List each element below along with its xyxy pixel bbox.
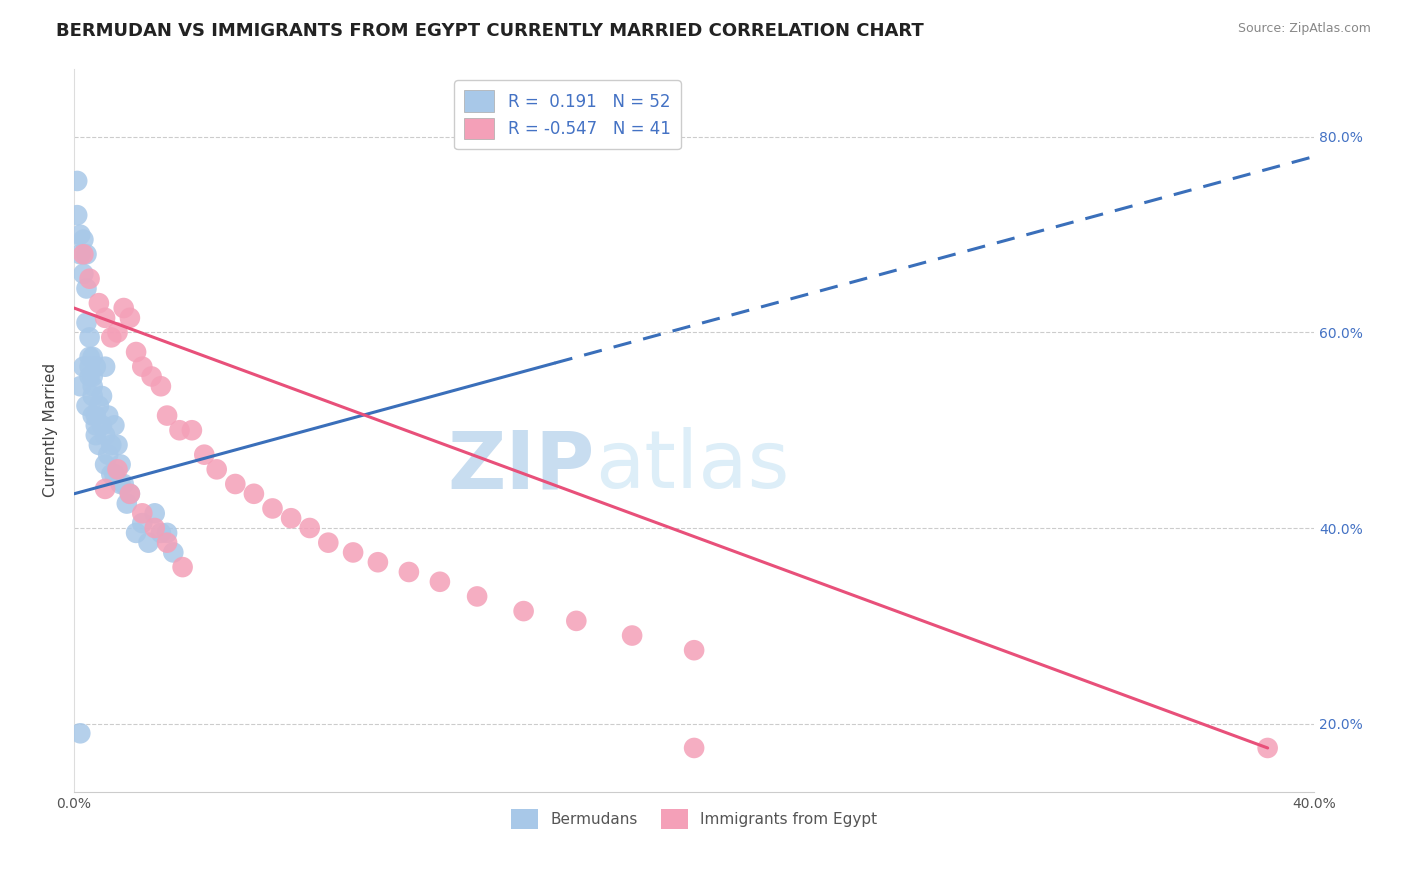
Point — [82, 389, 104, 403]
Point — [398, 565, 420, 579]
Point — [72, 359, 94, 374]
Point — [141, 369, 163, 384]
Point — [131, 359, 153, 374]
Point — [156, 409, 179, 423]
Point — [79, 271, 101, 285]
Point — [100, 330, 122, 344]
Point — [162, 545, 184, 559]
Point — [125, 345, 148, 359]
Point — [103, 418, 125, 433]
Text: Source: ZipAtlas.com: Source: ZipAtlas.com — [1237, 22, 1371, 36]
Text: BERMUDAN VS IMMIGRANTS FROM EGYPT CURRENTLY MARRIED CORRELATION CHART: BERMUDAN VS IMMIGRANTS FROM EGYPT CURREN… — [56, 22, 924, 40]
Point — [143, 506, 166, 520]
Point — [172, 560, 194, 574]
Point — [91, 418, 114, 433]
Point — [683, 643, 706, 657]
Point — [94, 482, 117, 496]
Point — [69, 247, 91, 261]
Point — [84, 428, 107, 442]
Point — [169, 423, 191, 437]
Text: atlas: atlas — [595, 427, 789, 506]
Point — [69, 726, 91, 740]
Point — [82, 350, 104, 364]
Point — [76, 316, 98, 330]
Point — [100, 438, 122, 452]
Point — [110, 458, 132, 472]
Point — [84, 409, 107, 423]
Point — [143, 521, 166, 535]
Point — [87, 399, 110, 413]
Point — [118, 487, 141, 501]
Point — [565, 614, 588, 628]
Point — [429, 574, 451, 589]
Point — [149, 379, 172, 393]
Point — [262, 501, 284, 516]
Point — [621, 628, 644, 642]
Point — [118, 310, 141, 325]
Point — [82, 379, 104, 393]
Y-axis label: Currently Married: Currently Married — [44, 363, 58, 498]
Point — [298, 521, 321, 535]
Point — [97, 409, 120, 423]
Point — [465, 590, 488, 604]
Point — [87, 438, 110, 452]
Point — [125, 525, 148, 540]
Point — [66, 174, 89, 188]
Point — [180, 423, 202, 437]
Point — [1257, 741, 1279, 756]
Point — [683, 741, 706, 756]
Point — [131, 516, 153, 530]
Point — [69, 379, 91, 393]
Point — [205, 462, 228, 476]
Point — [156, 525, 179, 540]
Point — [91, 389, 114, 403]
Point — [79, 350, 101, 364]
Point — [138, 535, 160, 549]
Point — [193, 448, 215, 462]
Point — [76, 247, 98, 261]
Point — [66, 208, 89, 222]
Point — [76, 281, 98, 295]
Point — [115, 497, 138, 511]
Point — [84, 418, 107, 433]
Point — [100, 467, 122, 482]
Point — [112, 301, 135, 315]
Point — [94, 359, 117, 374]
Point — [342, 545, 364, 559]
Point — [76, 399, 98, 413]
Point — [243, 487, 266, 501]
Point — [79, 330, 101, 344]
Point — [72, 247, 94, 261]
Point — [107, 438, 129, 452]
Point — [131, 506, 153, 520]
Point — [107, 462, 129, 476]
Point — [82, 409, 104, 423]
Point — [103, 467, 125, 482]
Point — [94, 458, 117, 472]
Point — [79, 369, 101, 384]
Point — [110, 477, 132, 491]
Point — [156, 535, 179, 549]
Point — [112, 477, 135, 491]
Point — [367, 555, 389, 569]
Point — [318, 535, 340, 549]
Point — [69, 227, 91, 242]
Point — [87, 296, 110, 310]
Point — [82, 369, 104, 384]
Point — [512, 604, 534, 618]
Point — [107, 326, 129, 340]
Point — [224, 477, 246, 491]
Point — [79, 359, 101, 374]
Text: ZIP: ZIP — [447, 427, 595, 506]
Legend: Bermudans, Immigrants from Egypt: Bermudans, Immigrants from Egypt — [505, 803, 883, 835]
Point — [72, 233, 94, 247]
Point — [94, 310, 117, 325]
Point — [280, 511, 302, 525]
Point — [118, 487, 141, 501]
Point — [72, 267, 94, 281]
Point — [149, 525, 172, 540]
Point — [84, 359, 107, 374]
Point — [97, 448, 120, 462]
Point — [94, 428, 117, 442]
